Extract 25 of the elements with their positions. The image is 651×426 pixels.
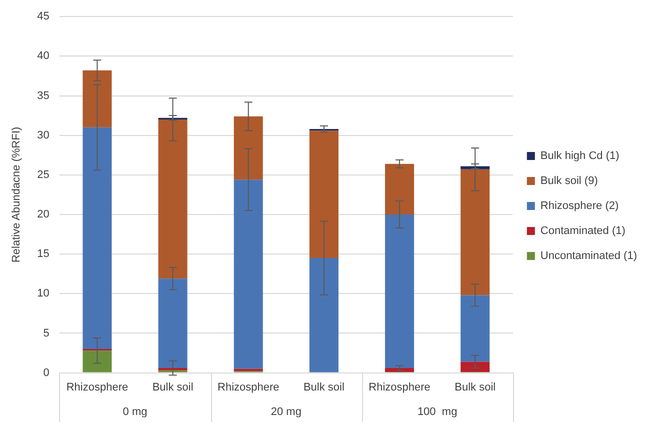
y-tick-label: 20	[37, 208, 50, 221]
y-tick-label: 15	[37, 248, 50, 260]
text: 100 mg	[417, 406, 458, 418]
x-tick-label: Bulk soil	[303, 381, 344, 394]
x-tick-label: Rhizosphere	[217, 381, 280, 394]
x-tick-label: Rhizosphere	[66, 381, 128, 394]
legend-label: Bulk high Cd (1)	[540, 150, 620, 162]
y-tick-label: 10	[37, 288, 50, 300]
x-tick-label: Rhizosphere	[368, 381, 430, 394]
y-tick-label: 0	[43, 366, 50, 379]
y-tick-label: 30	[37, 129, 50, 142]
text: 0 mg	[122, 406, 148, 418]
legend-label: Rhizosphere (2)	[540, 200, 619, 212]
legend-label: Bulk soil (9)	[540, 175, 598, 188]
text: 20 mg	[270, 406, 302, 418]
y-tick-label: 25	[37, 168, 50, 181]
y-tick-label: 40	[37, 50, 50, 62]
legend-label: Uncontaminated (1)	[540, 250, 638, 262]
y-axis-title: Relative Abundacne (%RFI)	[10, 126, 23, 263]
legend-label: Contaminated (1)	[540, 225, 626, 238]
y-tick-label: 35	[37, 90, 50, 102]
x-tick-label: Bulk soil	[454, 381, 496, 394]
y-tick-label: 5	[43, 327, 50, 340]
y-tick-label: 45	[37, 10, 50, 23]
x-tick-label: Bulk soil	[152, 381, 194, 394]
